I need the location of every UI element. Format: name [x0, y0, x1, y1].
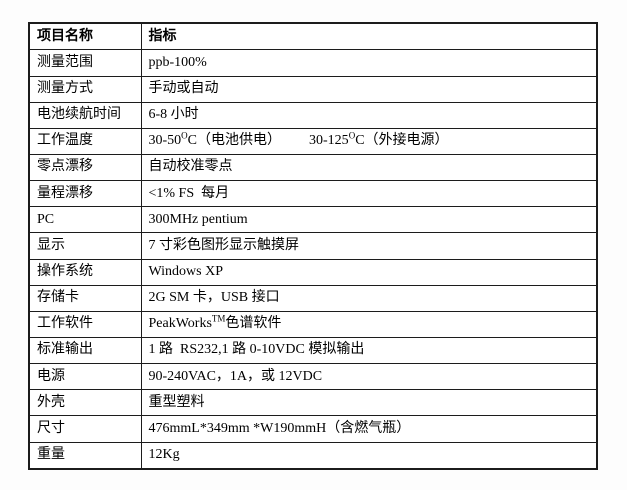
row-value: 90-240VAC，1A，或 12VDC	[140, 363, 598, 391]
table-row-storage-card: 存储卡 2G SM 卡，USB 接口	[28, 284, 598, 312]
row-value: 手动或自动	[140, 75, 598, 103]
table-row-operating-system: 操作系统 Windows XP	[28, 258, 598, 286]
software-type: 色谱软件	[225, 316, 282, 332]
row-value: PeakWorksTM色谱软件	[140, 310, 598, 338]
table-row-measure-mode: 测量方式 手动或自动	[28, 75, 598, 103]
table-row-measure-range: 测量范围 ppb-100%	[28, 49, 598, 77]
row-label: 操作系统	[28, 258, 142, 286]
row-label: 显示	[28, 232, 142, 260]
row-value: 12Kg	[140, 441, 598, 470]
row-label: 重量	[28, 441, 142, 470]
row-value: ppb-100%	[140, 49, 598, 77]
table-row-power-supply: 电源 90-240VAC，1A，或 12VDC	[28, 363, 598, 391]
row-value: 自动校准零点	[140, 153, 598, 182]
row-label: 测量范围	[28, 49, 142, 77]
row-label: 外壳	[28, 389, 142, 417]
row-label: 测量方式	[28, 75, 142, 103]
row-value: 300MHz pentium	[140, 206, 598, 234]
row-label: 电源	[28, 363, 142, 391]
table-row-enclosure: 外壳 重型塑料	[28, 389, 598, 417]
table-row-working-temperature: 工作温度 30-50OC（电池供电） 30-125OC（外接电源）	[28, 127, 598, 155]
row-label: 零点漂移	[28, 153, 142, 182]
table-row-working-software: 工作软件 PeakWorksTM色谱软件	[28, 310, 598, 338]
temp-battery-note: C（电池供电）	[187, 133, 282, 149]
row-value: 30-50OC（电池供电） 30-125OC（外接电源）	[140, 127, 598, 155]
row-label: 尺寸	[28, 415, 142, 443]
row-label: PC	[28, 206, 142, 234]
table-row-battery-life: 电池续航时间 6-8 小时	[28, 101, 598, 129]
row-label: 电池续航时间	[28, 101, 142, 129]
temp-external-note: C（外接电源）	[355, 133, 449, 149]
row-label: 标准输出	[28, 336, 142, 365]
table-row-standard-output: 标准输出 1 路 RS232,1 路 0-10VDC 模拟输出	[28, 336, 598, 365]
software-name: PeakWorks	[148, 316, 212, 332]
spec-table: 项目名称 指标 测量范围 ppb-100% 测量方式 手动或自动 电池续航时间 …	[28, 22, 598, 470]
row-value: 2G SM 卡，USB 接口	[140, 284, 598, 312]
row-label: 存储卡	[28, 284, 142, 312]
table-row-zero-drift: 零点漂移 自动校准零点	[28, 153, 598, 182]
header-item-name: 项目名称	[28, 22, 142, 51]
temp-battery-range: 30-50	[148, 133, 182, 149]
row-value: 1 路 RS232,1 路 0-10VDC 模拟输出	[140, 336, 598, 365]
row-value: Windows XP	[140, 258, 598, 286]
table-row-span-drift: 量程漂移 <1% FS 每月	[28, 180, 598, 208]
degree-symbol: O	[181, 130, 188, 141]
row-label: 工作温度	[28, 127, 142, 155]
row-value: <1% FS 每月	[140, 180, 598, 208]
row-value: 476mmL*349mm *W190mmH（含燃气瓶）	[140, 415, 598, 443]
row-value: 重型塑料	[140, 389, 598, 417]
row-value: 7 寸彩色图形显示触摸屏	[140, 232, 598, 260]
degree-symbol: O	[348, 130, 356, 141]
temp-external-range: 30-125	[309, 133, 349, 149]
row-label: 量程漂移	[28, 180, 142, 208]
row-value: 6-8 小时	[140, 101, 598, 129]
table-header-row: 项目名称 指标	[28, 22, 598, 51]
table-row-display: 显示 7 寸彩色图形显示触摸屏	[28, 232, 598, 260]
table-row-weight: 重量 12Kg	[28, 441, 598, 470]
row-label: 工作软件	[28, 310, 142, 338]
trademark-symbol: TM	[211, 313, 226, 324]
header-indicator: 指标	[140, 22, 598, 51]
table-row-dimensions: 尺寸 476mmL*349mm *W190mmH（含燃气瓶）	[28, 415, 598, 443]
table-row-pc: PC 300MHz pentium	[28, 206, 598, 234]
